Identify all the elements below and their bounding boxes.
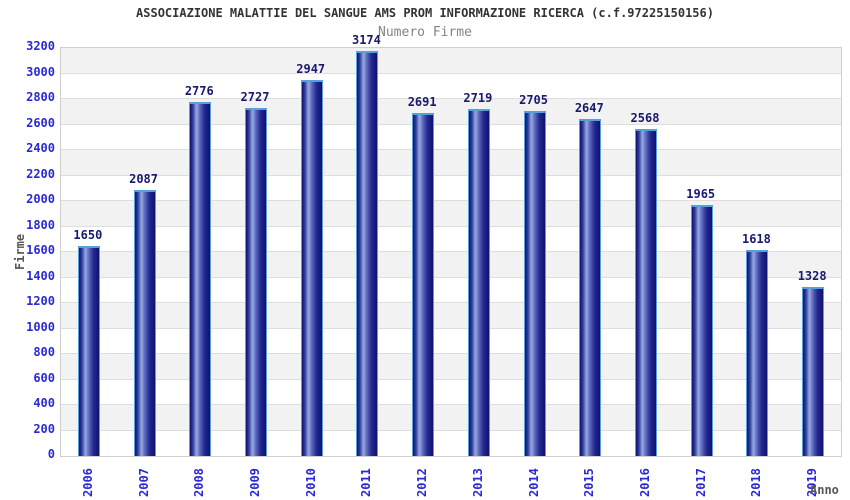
gridline (61, 98, 841, 99)
gridline (61, 327, 841, 329)
bar-2006 (77, 245, 100, 456)
grid-band (61, 277, 841, 303)
grid-band (61, 226, 841, 252)
gridline (61, 225, 841, 227)
x-tick-label: 2006 (80, 468, 95, 497)
bar-value-label: 1618 (741, 231, 771, 246)
bar-2015 (579, 118, 602, 456)
y-tick-label: 1800 (26, 217, 55, 232)
bar-2010 (300, 80, 323, 456)
grid-band (61, 405, 841, 431)
x-tick-label: 2010 (303, 468, 318, 497)
x-tick-label: 2015 (582, 468, 597, 497)
bar-2014 (523, 111, 546, 456)
gridline (61, 174, 841, 176)
bar-2012 (412, 112, 435, 456)
y-tick-label: 2200 (26, 166, 55, 181)
bar-value-label: 2087 (129, 171, 159, 186)
bar-value-label: 1650 (73, 227, 103, 242)
x-tick-label: 2009 (248, 468, 262, 497)
bar-value-label: 1965 (686, 187, 716, 202)
bar-2008 (189, 102, 212, 456)
grid-band (61, 354, 841, 380)
x-tick-label: 2017 (693, 468, 708, 497)
y-tick-label: 1400 (26, 268, 55, 283)
gridline (61, 72, 841, 74)
grid-band (61, 328, 841, 354)
y-tick-label: 400 (33, 396, 55, 410)
x-axis-label: Anno (810, 483, 839, 497)
bar-2018 (746, 249, 769, 456)
grid-band (61, 379, 841, 405)
y-tick-label: 1600 (26, 243, 55, 257)
x-tick-label: 2012 (415, 468, 430, 497)
y-tick-label: 2000 (26, 192, 55, 206)
grid-band (61, 430, 841, 456)
x-tick-label: 2011 (359, 468, 374, 497)
grid-band (61, 150, 841, 176)
y-axis-label: Firme (13, 233, 27, 270)
grid-band (61, 201, 841, 227)
bar-value-label: 2776 (184, 84, 214, 99)
chart-subtitle: Numero Firme (378, 25, 472, 40)
bar-value-label: 2719 (463, 91, 493, 106)
bar-2017 (690, 205, 713, 456)
gridline (61, 353, 841, 354)
bar-value-label: 2647 (574, 100, 604, 115)
x-tick-label: 2014 (526, 468, 541, 497)
y-tick-label: 600 (33, 370, 55, 385)
y-tick-label: 2800 (26, 90, 55, 104)
bar-value-label: 2705 (519, 93, 549, 108)
x-tick-label: 2018 (749, 468, 764, 497)
gridline (61, 276, 841, 278)
y-tick-label: 1200 (26, 294, 55, 308)
gridline (61, 123, 841, 125)
y-tick-label: 1000 (26, 319, 55, 334)
gridline (61, 251, 841, 252)
grid-band (61, 73, 841, 99)
y-tick-label: 2600 (26, 115, 55, 130)
bar-value-label: 3174 (351, 33, 381, 48)
grid-band (61, 124, 841, 150)
gridline (61, 149, 841, 150)
gridline (61, 302, 841, 303)
grid-band (61, 48, 841, 74)
y-tick-label: 0 (47, 447, 55, 461)
bar-value-label: 2568 (630, 110, 660, 125)
grid-band (61, 252, 841, 278)
gridline (61, 429, 841, 431)
x-tick-label: 2008 (192, 468, 207, 497)
y-tick-label: 2400 (26, 141, 55, 155)
x-tick-label: 2007 (136, 468, 151, 497)
x-tick-label: 2013 (470, 468, 485, 497)
bar-value-label: 2947 (296, 62, 326, 77)
bar-2016 (635, 128, 657, 456)
grid-band (61, 303, 841, 329)
bar-2019 (802, 286, 825, 456)
x-tick-label: 2016 (638, 468, 652, 497)
gridline (61, 404, 841, 405)
plot-area (60, 47, 842, 457)
gridline (61, 200, 841, 201)
y-tick-label: 3200 (26, 39, 55, 53)
gridline (61, 378, 841, 380)
bar-value-label: 1328 (797, 268, 827, 283)
bar-value-label: 2691 (407, 94, 437, 109)
bar-2007 (133, 189, 156, 456)
y-tick-label: 800 (33, 345, 55, 359)
bar-value-label: 2727 (240, 90, 270, 105)
y-tick-label: 3000 (26, 64, 55, 79)
bar-2009 (245, 108, 267, 456)
y-tick-label: 200 (33, 421, 55, 436)
chart-title: ASSOCIAZIONE MALATTIE DEL SANGUE AMS PRO… (136, 6, 714, 20)
bar-2011 (356, 51, 379, 456)
bar-2013 (467, 109, 490, 456)
